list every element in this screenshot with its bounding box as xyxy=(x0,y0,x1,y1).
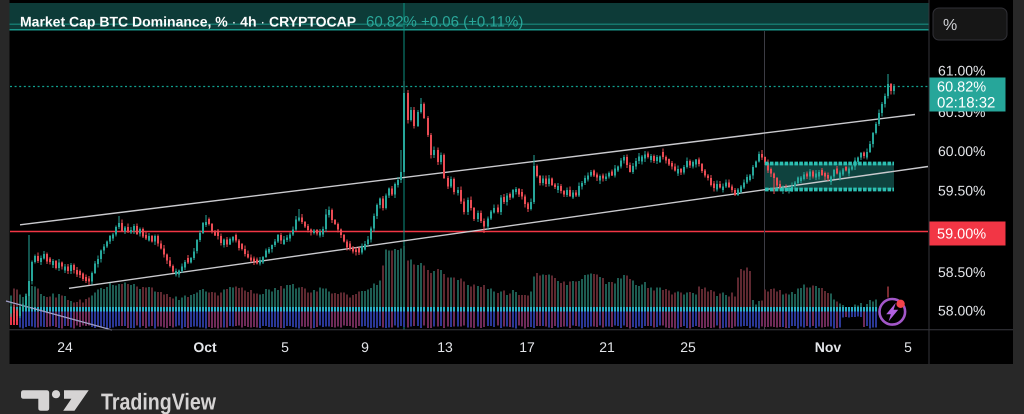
svg-text:60.00%: 60.00% xyxy=(938,143,985,159)
svg-text:Market Cap BTC Dominance, % ·: Market Cap BTC Dominance, % · 4h · CRYPT… xyxy=(20,14,356,30)
svg-text:17: 17 xyxy=(519,339,535,355)
svg-text:Nov: Nov xyxy=(815,339,842,355)
svg-text:5: 5 xyxy=(904,339,912,355)
svg-text:13: 13 xyxy=(437,339,453,355)
svg-text:Oct: Oct xyxy=(193,339,217,355)
svg-text:60.82%: 60.82% xyxy=(937,80,986,96)
svg-text:%: % xyxy=(943,17,957,34)
svg-text:60.82% +0.06 (+0.11%): 60.82% +0.06 (+0.11%) xyxy=(366,14,523,31)
svg-text:59.00%: 59.00% xyxy=(937,227,986,243)
svg-text:9: 9 xyxy=(361,339,369,355)
svg-text:58.00%: 58.00% xyxy=(938,303,985,319)
svg-text:59.50%: 59.50% xyxy=(938,183,985,199)
svg-text:02:18:32: 02:18:32 xyxy=(937,95,995,112)
svg-text:24: 24 xyxy=(57,339,73,355)
svg-text:21: 21 xyxy=(599,339,615,355)
svg-text:58.50%: 58.50% xyxy=(938,264,985,280)
svg-text:TradingView: TradingView xyxy=(101,389,216,414)
svg-text:61.00%: 61.00% xyxy=(938,63,985,79)
svg-text:25: 25 xyxy=(680,339,696,355)
svg-text:5: 5 xyxy=(281,339,289,355)
